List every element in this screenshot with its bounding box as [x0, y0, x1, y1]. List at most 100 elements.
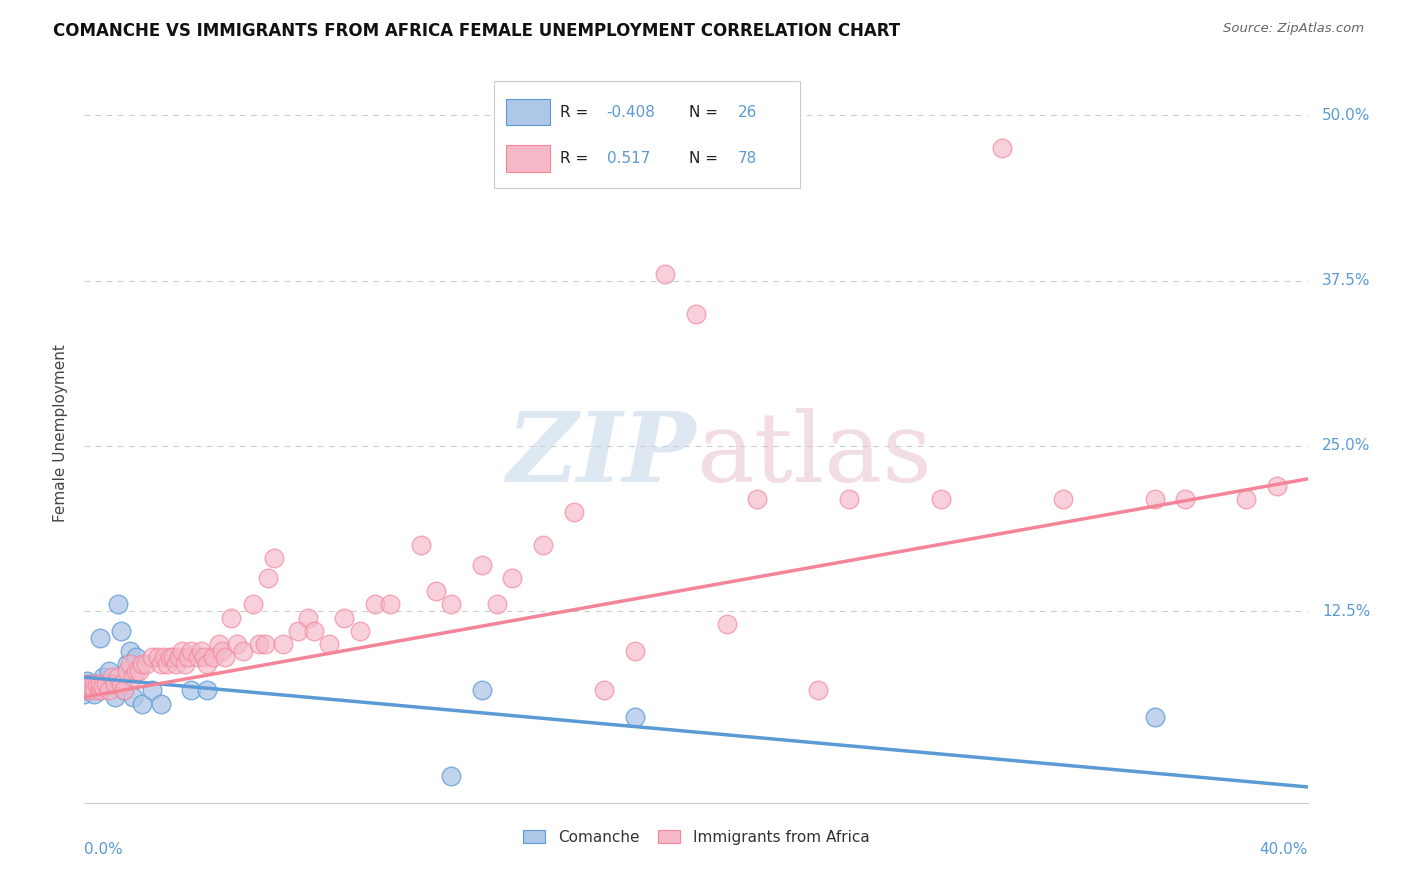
Point: [101, 670, 124, 684]
Point: [83, 687, 105, 701]
Text: COMANCHE VS IMMIGRANTS FROM AFRICA FEMALE UNEMPLOYMENT CORRELATION CHART: COMANCHE VS IMMIGRANTS FROM AFRICA FEMAL…: [53, 22, 901, 40]
Point: [167, 650, 190, 665]
Point: [1174, 491, 1197, 506]
Point: [141, 650, 163, 665]
Point: [172, 644, 194, 658]
Point: [214, 650, 236, 665]
Point: [125, 650, 148, 665]
Text: N =: N =: [689, 104, 723, 120]
Point: [128, 664, 150, 678]
Point: [76, 683, 98, 698]
Point: [253, 637, 276, 651]
Point: [593, 683, 616, 698]
Text: 12.5%: 12.5%: [1322, 604, 1371, 618]
Point: [190, 644, 212, 658]
Text: 50.0%: 50.0%: [1322, 108, 1371, 123]
Point: [180, 683, 202, 698]
Text: N =: N =: [689, 151, 723, 166]
Point: [73, 680, 96, 694]
Point: [1265, 478, 1288, 492]
Point: [153, 650, 176, 665]
Point: [929, 491, 952, 506]
Text: -0.408: -0.408: [606, 104, 655, 120]
FancyBboxPatch shape: [506, 145, 550, 172]
Point: [1052, 491, 1074, 506]
Point: [91, 680, 114, 694]
FancyBboxPatch shape: [506, 99, 550, 126]
Point: [89, 683, 111, 698]
Point: [180, 644, 202, 658]
Point: [122, 670, 145, 684]
Point: [162, 650, 184, 665]
Point: [211, 644, 233, 658]
Point: [333, 611, 356, 625]
Point: [79, 677, 101, 691]
Point: [531, 538, 554, 552]
Point: [174, 657, 197, 671]
Point: [156, 657, 179, 671]
Point: [219, 611, 242, 625]
Point: [807, 683, 830, 698]
Point: [110, 624, 132, 638]
Point: [76, 677, 98, 691]
Point: [226, 637, 249, 651]
Text: atlas: atlas: [696, 408, 932, 502]
Point: [89, 683, 111, 698]
Y-axis label: Female Unemployment: Female Unemployment: [53, 343, 69, 522]
Point: [716, 617, 738, 632]
Legend: Comanche, Immigrants from Africa: Comanche, Immigrants from Africa: [516, 823, 876, 851]
Point: [1236, 491, 1258, 506]
Text: 0.0%: 0.0%: [84, 842, 124, 856]
Point: [195, 683, 218, 698]
Point: [502, 571, 524, 585]
Point: [471, 558, 494, 572]
Point: [83, 677, 105, 691]
Point: [112, 683, 135, 698]
Point: [115, 657, 138, 671]
Point: [409, 538, 432, 552]
Text: R =: R =: [560, 151, 598, 166]
FancyBboxPatch shape: [494, 81, 800, 188]
Point: [86, 677, 108, 691]
Point: [247, 637, 270, 651]
Point: [91, 670, 114, 684]
Text: 40.0%: 40.0%: [1260, 842, 1308, 856]
Point: [97, 683, 120, 698]
Point: [131, 657, 153, 671]
Text: 78: 78: [738, 151, 756, 166]
Point: [76, 683, 98, 698]
Point: [425, 584, 447, 599]
Point: [131, 697, 153, 711]
Point: [159, 650, 181, 665]
Point: [83, 683, 105, 698]
Point: [177, 650, 200, 665]
Text: 26: 26: [738, 104, 756, 120]
Point: [73, 680, 96, 694]
Point: [186, 650, 208, 665]
Point: [685, 307, 707, 321]
Point: [1143, 710, 1166, 724]
Point: [562, 505, 585, 519]
Point: [208, 637, 231, 651]
Point: [94, 677, 117, 691]
Text: 37.5%: 37.5%: [1322, 273, 1371, 288]
Point: [380, 598, 402, 612]
Text: 25.0%: 25.0%: [1322, 438, 1371, 453]
Point: [120, 657, 142, 671]
Point: [89, 631, 111, 645]
Point: [107, 598, 129, 612]
Point: [86, 677, 108, 691]
Point: [112, 683, 135, 698]
Point: [165, 657, 187, 671]
Point: [135, 657, 157, 671]
Point: [115, 664, 138, 678]
Point: [76, 674, 98, 689]
Point: [122, 690, 145, 704]
Point: [110, 677, 132, 691]
Point: [104, 690, 127, 704]
Point: [263, 551, 285, 566]
Point: [624, 644, 647, 658]
Point: [149, 697, 172, 711]
Point: [440, 769, 463, 783]
Text: 0.517: 0.517: [606, 151, 650, 166]
